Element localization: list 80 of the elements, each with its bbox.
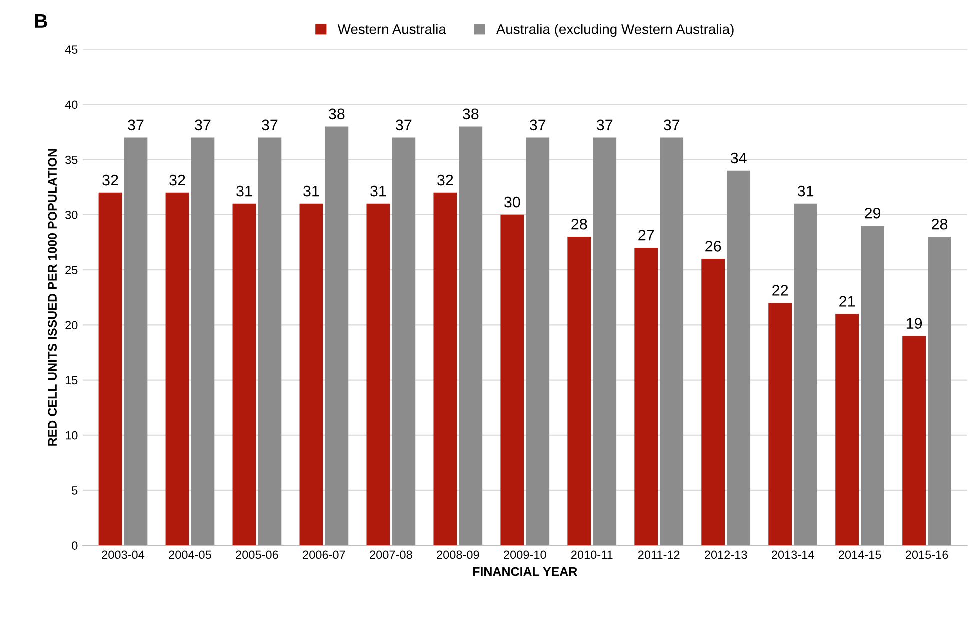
data-label: 37 [664, 120, 680, 131]
data-label: 31 [370, 186, 386, 197]
data-label: 21 [840, 296, 856, 307]
data-label: 37 [195, 120, 211, 131]
data-label: 32 [438, 174, 454, 186]
bar [500, 214, 524, 546]
bar [836, 314, 860, 546]
bar [232, 204, 256, 546]
y-tick-label: 45 [65, 46, 78, 54]
text: B [35, 14, 48, 28]
x-tick-label: 2005-06 [236, 550, 278, 560]
x-tick-label: 2014-15 [838, 550, 882, 560]
bar [660, 138, 684, 546]
data-label: 37 [596, 120, 613, 131]
data-label: 37 [128, 120, 144, 131]
y-tick-label: 25 [66, 266, 78, 274]
x-tick-label: 2010-11 [571, 550, 613, 560]
bar [434, 192, 458, 546]
data-label: 31 [798, 186, 814, 197]
bar [526, 138, 550, 546]
x-tick-label: 2008-09 [437, 550, 480, 560]
data-label: 37 [530, 120, 546, 131]
bar [98, 192, 122, 546]
bar [593, 138, 617, 546]
bar [166, 192, 190, 546]
legend-label: Australia (excluding Western Australia) [496, 24, 734, 38]
bar [325, 126, 349, 546]
data-label: 19 [906, 318, 922, 329]
data-label: 27 [638, 230, 654, 241]
data-label: 37 [262, 120, 278, 131]
bar [568, 236, 592, 546]
bar [634, 248, 658, 546]
y-tick-label: 10 [66, 431, 78, 440]
bar [702, 259, 726, 546]
bar [366, 204, 390, 546]
legend-label: Western Australia [338, 24, 446, 34]
x-tick-label: 2006-07 [303, 550, 346, 560]
bar [459, 126, 483, 546]
y-tick-label: 20 [66, 321, 78, 330]
x-tick-label: 2011-12 [638, 550, 680, 560]
x-tick-label: 2003-04 [102, 550, 145, 560]
y-tick-label: 40 [65, 100, 78, 110]
data-label: 31 [304, 186, 320, 197]
bar [768, 303, 792, 546]
bar [191, 138, 215, 546]
data-label: 22 [772, 285, 788, 296]
data-label: 26 [706, 241, 722, 252]
data-label: 28 [932, 218, 948, 230]
bar [861, 226, 884, 546]
data-label: 38 [329, 108, 345, 120]
data-label: 29 [865, 208, 881, 219]
y-tick-label: 15 [66, 376, 78, 385]
data-label: 34 [730, 152, 747, 164]
bar [392, 138, 416, 546]
x-tick-label: 2012-13 [705, 550, 748, 560]
data-label: 30 [504, 196, 520, 208]
bar [300, 204, 324, 546]
data-label: 31 [236, 186, 252, 197]
bar [727, 170, 751, 546]
y-tick-label: 30 [66, 210, 78, 220]
data-label: 32 [170, 174, 186, 186]
x-tick-label: 2007-08 [370, 550, 412, 560]
x-axis-title: FINANCIAL YEAR [473, 567, 578, 576]
bar [928, 236, 952, 546]
x-tick-label: 2015-16 [906, 550, 948, 560]
y-tick-label: 5 [72, 486, 78, 495]
x-tick-label: 2013-14 [772, 550, 814, 560]
y-tick-label: 35 [66, 156, 78, 164]
y-tick-label: 0 [72, 542, 78, 550]
data-label: 28 [572, 218, 588, 230]
data-label: 37 [396, 120, 412, 131]
data-label: 32 [102, 174, 118, 186]
bar [124, 138, 148, 546]
x-tick-label: 2009-10 [504, 550, 546, 560]
bar [794, 204, 818, 546]
data-label: 38 [462, 108, 479, 120]
x-tick-label: 2004-05 [169, 550, 212, 560]
y-axis-title: RED CELL UNITS ISSUED PER 1000 POPULATION [48, 149, 58, 446]
bar [902, 336, 926, 546]
bar [258, 138, 282, 546]
